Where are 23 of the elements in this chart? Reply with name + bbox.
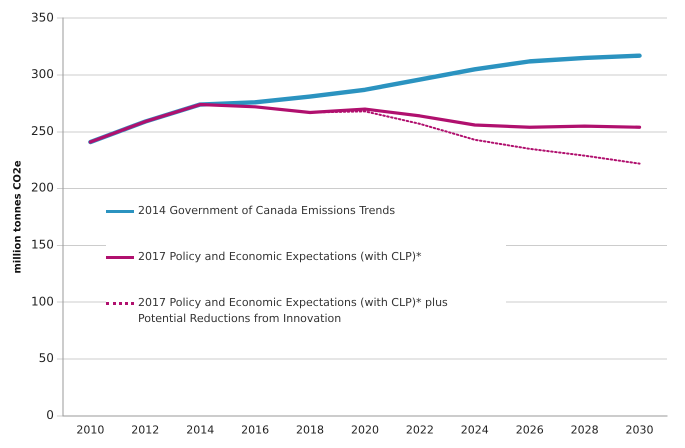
y-tick-label: 150 xyxy=(31,238,54,252)
x-tick-label: 2016 xyxy=(241,423,270,436)
x-tick-label: 2022 xyxy=(406,423,434,436)
x-tick-label: 2020 xyxy=(350,423,379,436)
y-tick-label: 0 xyxy=(46,408,54,422)
x-tick-label: 2012 xyxy=(131,423,160,436)
x-tick-label: 2024 xyxy=(460,423,489,436)
y-tick-label: 350 xyxy=(31,10,54,24)
x-tick-label: 2028 xyxy=(570,423,599,436)
x-tick-label: 2010 xyxy=(76,423,104,436)
legend-label: 2014 Government of Canada Emissions Trends xyxy=(138,203,396,219)
y-tick-label: 250 xyxy=(31,124,54,138)
y-tick-label: 50 xyxy=(38,351,54,366)
y-tick-label: 100 xyxy=(31,294,54,308)
x-tick-label: 2014 xyxy=(186,423,214,436)
y-tick-label: 200 xyxy=(31,180,54,195)
x-tick-label: 2026 xyxy=(516,423,544,436)
legend-label: 2017 Policy and Economic Expectations (with CLP)* plus Potential Reductions from Innovation xyxy=(138,295,449,327)
legend-label: 2017 Policy and Economic Expectations (with CLP)* xyxy=(138,249,422,265)
x-tick-label: 2030 xyxy=(626,423,654,436)
y-tick-label: 300 xyxy=(31,67,54,82)
x-tick-label: 2018 xyxy=(296,423,324,436)
y-axis-title: million tonnes CO2e xyxy=(12,160,24,274)
